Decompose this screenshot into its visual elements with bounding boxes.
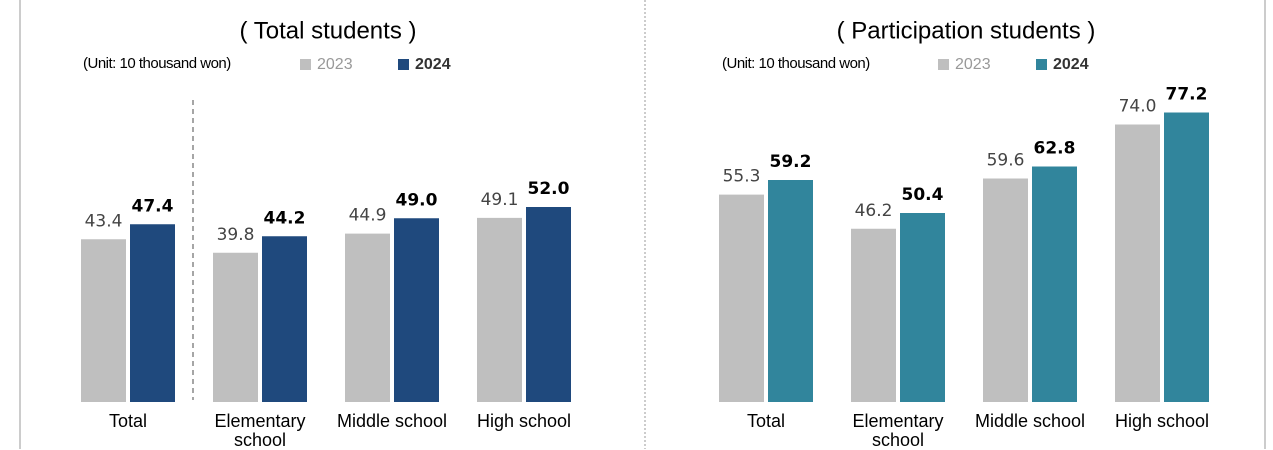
legend-swatch bbox=[398, 59, 409, 70]
bar bbox=[262, 236, 307, 402]
bar bbox=[345, 233, 390, 402]
value-label: 59.6 bbox=[987, 151, 1025, 171]
x-tick-label: Middle school bbox=[974, 411, 1086, 431]
unit-label: (Unit: 10 thousand won) bbox=[83, 55, 231, 72]
value-label: 52.0 bbox=[528, 179, 570, 199]
bar bbox=[719, 194, 764, 402]
bar bbox=[983, 178, 1028, 402]
bar bbox=[526, 207, 571, 402]
legend-label: 2024 bbox=[1053, 56, 1089, 73]
value-label: 46.2 bbox=[855, 201, 893, 221]
x-tick-label: High school bbox=[1114, 411, 1210, 431]
value-label: 44.2 bbox=[264, 208, 306, 228]
bar bbox=[900, 213, 945, 402]
legend-label: 2023 bbox=[317, 56, 353, 73]
value-label: 49.1 bbox=[481, 190, 519, 210]
bar bbox=[851, 228, 896, 402]
legend-swatch bbox=[1036, 59, 1047, 70]
value-label: 44.9 bbox=[349, 206, 387, 226]
bar bbox=[768, 180, 813, 402]
bar bbox=[213, 252, 258, 402]
value-label: 59.2 bbox=[770, 152, 812, 172]
x-tick-label: Total bbox=[108, 411, 148, 431]
value-label: 77.2 bbox=[1166, 85, 1208, 105]
value-label: 62.8 bbox=[1034, 139, 1076, 159]
bar bbox=[130, 224, 175, 402]
value-label: 74.0 bbox=[1119, 97, 1157, 117]
value-label: 43.4 bbox=[85, 211, 123, 231]
legend-swatch bbox=[300, 59, 311, 70]
value-label: 49.0 bbox=[396, 190, 438, 210]
bar bbox=[394, 218, 439, 402]
bar bbox=[1164, 112, 1209, 402]
bar bbox=[1115, 124, 1160, 402]
bar bbox=[1032, 166, 1077, 402]
x-tick-label: Elementary school bbox=[852, 411, 944, 450]
value-label: 50.4 bbox=[902, 185, 944, 205]
value-label: 55.3 bbox=[723, 167, 761, 187]
value-label: 39.8 bbox=[217, 225, 255, 245]
legend-label: 2023 bbox=[955, 56, 991, 73]
unit-label: (Unit: 10 thousand won) bbox=[722, 55, 870, 72]
x-tick-label: Elementary school bbox=[214, 411, 306, 450]
legend-label: 2024 bbox=[415, 56, 451, 73]
bar bbox=[81, 239, 126, 402]
x-tick-label: High school bbox=[476, 411, 572, 431]
legend-swatch bbox=[938, 59, 949, 70]
chart-title: ( Total students ) bbox=[240, 17, 417, 44]
x-tick-label: Total bbox=[746, 411, 786, 431]
value-label: 47.4 bbox=[132, 196, 174, 216]
chart-title: ( Participation students ) bbox=[837, 17, 1096, 44]
bar bbox=[477, 217, 522, 402]
x-tick-label: Middle school bbox=[336, 411, 448, 431]
